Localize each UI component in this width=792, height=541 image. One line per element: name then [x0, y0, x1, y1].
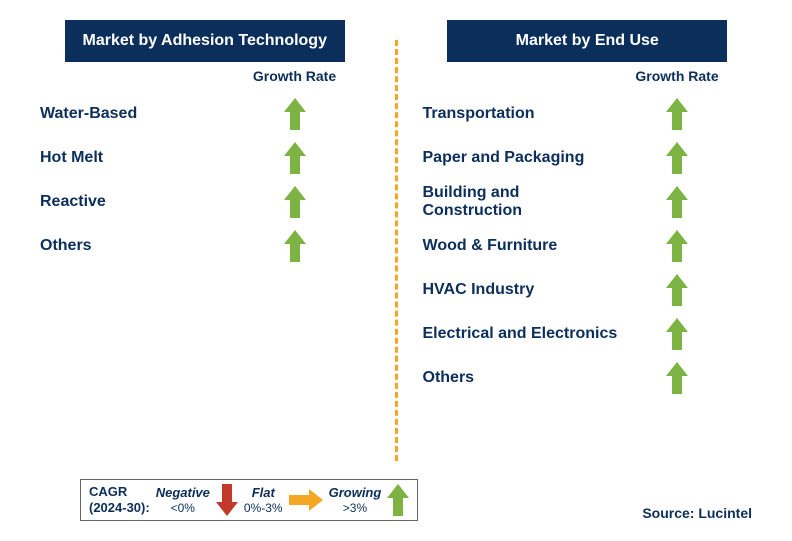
arrow-up-icon	[666, 274, 688, 306]
right-column-header-row: Growth Rate	[413, 68, 763, 84]
row-label: Building and Construction	[413, 184, 623, 220]
list-item: HVAC Industry	[413, 268, 763, 312]
list-item: Others	[413, 356, 763, 400]
list-item: Water-Based	[30, 92, 380, 136]
row-label: Others	[413, 369, 623, 387]
legend-arrow	[216, 484, 238, 516]
row-label: Transportation	[413, 105, 623, 123]
right-growth-header: Growth Rate	[622, 68, 732, 84]
left-panel: Market by Adhesion Technology Growth Rat…	[30, 20, 380, 521]
list-item: Others	[30, 224, 380, 268]
list-item: Transportation	[413, 92, 763, 136]
list-item: Reactive	[30, 180, 380, 224]
arrow-up-icon	[666, 230, 688, 262]
legend-item: Negative<0%	[156, 485, 210, 515]
row-growth-arrow	[622, 142, 732, 174]
arrow-up-icon	[666, 142, 688, 174]
row-label: Others	[30, 237, 240, 255]
list-item: Wood & Furniture	[413, 224, 763, 268]
arrow-up-icon	[284, 186, 306, 218]
legend-item: Growing>3%	[329, 485, 382, 515]
row-growth-arrow	[622, 318, 732, 350]
right-panel: Market by End Use Growth Rate Transporta…	[413, 20, 763, 521]
legend-arrow	[289, 489, 323, 511]
arrow-up-icon	[387, 484, 409, 516]
row-growth-arrow	[240, 98, 350, 130]
row-growth-arrow	[240, 142, 350, 174]
row-growth-arrow	[622, 362, 732, 394]
row-label: Reactive	[30, 193, 240, 211]
row-label: HVAC Industry	[413, 281, 623, 299]
list-item: Paper and Packaging	[413, 136, 763, 180]
row-growth-arrow	[622, 230, 732, 262]
left-column-header-row: Growth Rate	[30, 68, 380, 84]
row-label: Water-Based	[30, 105, 240, 123]
arrow-up-icon	[666, 362, 688, 394]
row-label: Paper and Packaging	[413, 149, 623, 167]
arrow-down-icon	[216, 484, 238, 516]
legend-item: Flat0%-3%	[244, 485, 283, 515]
left-rows: Water-Based Hot Melt Reactive Others	[30, 92, 380, 521]
legend-arrow	[387, 484, 409, 516]
arrow-up-icon	[284, 230, 306, 262]
row-label: Wood & Furniture	[413, 237, 623, 255]
arrow-right-icon	[289, 489, 323, 511]
row-growth-arrow	[622, 186, 732, 218]
row-growth-arrow	[240, 230, 350, 262]
arrow-up-icon	[666, 98, 688, 130]
chart-container: Market by Adhesion Technology Growth Rat…	[0, 0, 792, 541]
legend-box: CAGR(2024-30):Negative<0% Flat0%-3% Growin…	[80, 479, 418, 521]
row-label: Hot Melt	[30, 149, 240, 167]
arrow-up-icon	[666, 318, 688, 350]
legend-label: CAGR(2024-30):	[89, 484, 150, 515]
source-label: Source: Lucintel	[642, 505, 752, 521]
left-panel-title: Market by Adhesion Technology	[65, 20, 345, 62]
arrow-up-icon	[666, 186, 688, 218]
list-item: Hot Melt	[30, 136, 380, 180]
row-growth-arrow	[622, 274, 732, 306]
row-label: Electrical and Electronics	[413, 325, 623, 343]
list-item: Building and Construction	[413, 180, 763, 224]
list-item: Electrical and Electronics	[413, 312, 763, 356]
right-rows: Transportation Paper and Packaging Buildin…	[413, 92, 763, 521]
row-growth-arrow	[240, 186, 350, 218]
right-panel-title: Market by End Use	[447, 20, 727, 62]
arrow-up-icon	[284, 142, 306, 174]
row-growth-arrow	[622, 98, 732, 130]
panel-divider	[395, 40, 398, 461]
left-growth-header: Growth Rate	[240, 68, 350, 84]
arrow-up-icon	[284, 98, 306, 130]
